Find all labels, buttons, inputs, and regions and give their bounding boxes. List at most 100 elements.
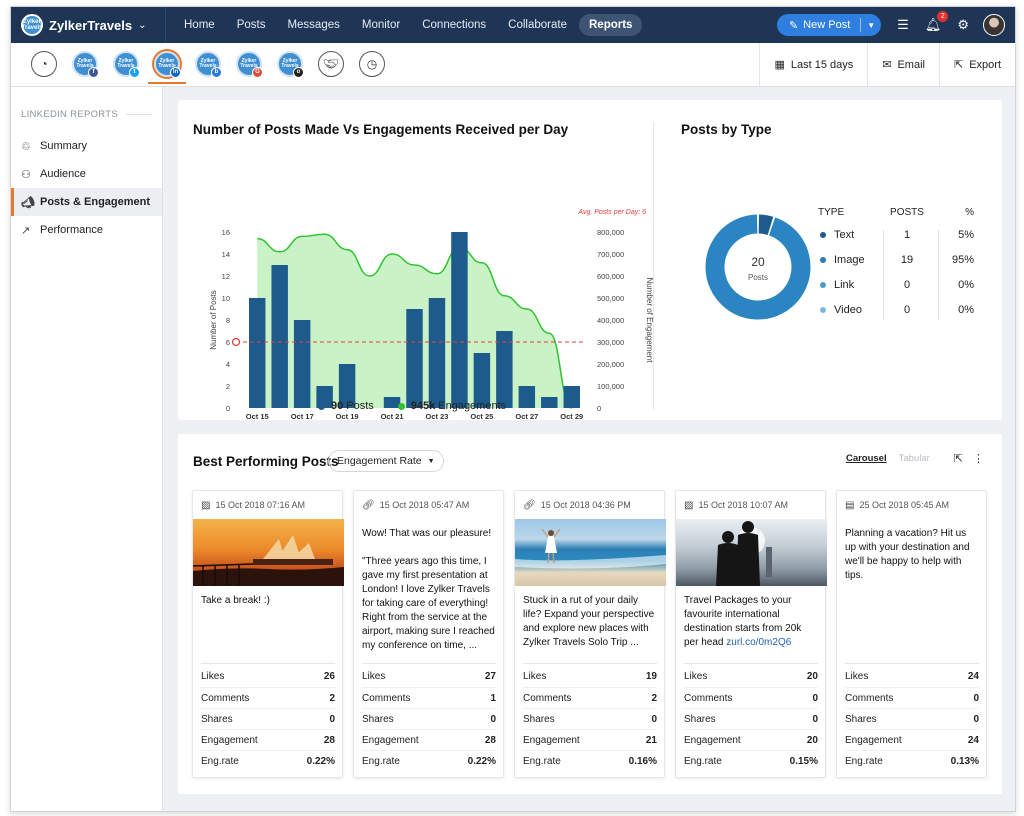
- handshake-icon[interactable]: 🤝︎: [318, 51, 344, 77]
- posts-by-type-table: TYPE POSTS % Text 1 5% Image 19 95% Link 0 0% Vid…: [818, 202, 974, 322]
- bar-posts-oct-24[interactable]: [451, 232, 468, 408]
- calendar-icon: ▦: [774, 59, 785, 71]
- nav-item-reports[interactable]: Reports: [579, 14, 643, 36]
- sidebar-item-summary[interactable]: ♲ Summary: [11, 132, 162, 160]
- bar-posts-oct-22[interactable]: [406, 309, 423, 408]
- open-external-icon[interactable]: ⇱: [953, 453, 963, 465]
- image-icon: ▨: [684, 499, 694, 511]
- post-card[interactable]: ▨ 15 Oct 2018 07:16 AM Take a break! :) Lik…: [192, 490, 344, 778]
- stat-label: Eng.rate: [201, 755, 239, 767]
- posts-engagement-card: Number of Posts Made Vs Engagements Rece…: [178, 100, 1002, 420]
- sort-dropdown[interactable]: Engagement Rate ▼: [328, 450, 444, 472]
- brand-switcher[interactable]: Zylker Travels ZylkerTravels ⌄: [11, 7, 166, 43]
- nav-item-messages[interactable]: Messages: [287, 19, 340, 31]
- bar-posts-oct-21[interactable]: [383, 397, 401, 408]
- profile-google-plus[interactable]: Zylker Travels G: [236, 51, 263, 78]
- menu-list-icon[interactable]: ☰: [897, 17, 909, 32]
- legend-engagements[interactable]: 945k Engagements: [397, 400, 506, 412]
- y2-tick-label: 500,000: [597, 294, 624, 303]
- post-link[interactable]: zurl.co/0m2Q6: [726, 637, 792, 648]
- profile-twitter[interactable]: Zylker Travels t: [113, 51, 140, 78]
- stat-row-likes: Likes 26: [201, 666, 335, 687]
- chevron-down-icon[interactable]: ▼: [867, 20, 876, 30]
- bar-posts-oct-29[interactable]: [563, 386, 580, 408]
- post-text: Take a break! :): [193, 586, 342, 608]
- facebook-icon: f: [88, 67, 99, 78]
- email-button[interactable]: ✉ Email: [867, 43, 939, 86]
- type-label: Video: [834, 303, 862, 316]
- image-icon: ▨: [201, 499, 211, 511]
- donut-slice-0[interactable]: [758, 214, 774, 236]
- profile-selector: ◔ Zylker Travels f Zylker Travels t Zylker Tr…: [31, 51, 400, 84]
- legend-dot: [820, 281, 826, 288]
- post-card[interactable]: 🔗︎ 15 Oct 2018 05:47 AM Wow! That was our …: [353, 490, 504, 778]
- stat-label: Engagement: [201, 734, 258, 746]
- bar-posts-oct-16[interactable]: [271, 265, 288, 408]
- view-tabular-button[interactable]: Tabular: [898, 453, 930, 464]
- bell-icon[interactable]: 🔔︎ 2: [925, 11, 949, 33]
- y2-tick-label: 800,000: [597, 228, 624, 237]
- nav-item-posts[interactable]: Posts: [236, 19, 266, 31]
- brand-logo: Zylker Travels: [240, 58, 258, 69]
- brand-logo: Zylker Travels: [281, 58, 299, 69]
- profile-instagram[interactable]: Zylker Travels o: [277, 51, 304, 78]
- stat-row-comments: Comments 2: [523, 687, 657, 708]
- stat-value: 0: [490, 713, 496, 725]
- post-card[interactable]: ▤ 25 Oct 2018 05:45 AM Planning a vacation…: [836, 490, 987, 778]
- stat-value: 28: [323, 734, 335, 746]
- new-post-label: New Post: [803, 19, 851, 31]
- bar-posts-oct-28[interactable]: [541, 397, 558, 408]
- sidebar-item-audience[interactable]: ⚇ Audience: [11, 160, 162, 188]
- nav-item-connections[interactable]: Connections: [422, 19, 487, 31]
- best-posts-card: Best Performing Posts Engagement Rate ▼ …: [178, 434, 1002, 794]
- new-post-button[interactable]: ✎ New Post ▼: [776, 14, 882, 36]
- nav-item-collaborate[interactable]: Collaborate: [508, 19, 567, 31]
- donut-slice-1[interactable]: [705, 214, 811, 320]
- speedometer-icon[interactable]: ◔: [31, 51, 57, 77]
- more-vertical-icon[interactable]: ⋮: [973, 453, 984, 465]
- engagement-line: [257, 233, 573, 409]
- bar-posts-oct-23[interactable]: [428, 298, 446, 408]
- avatar[interactable]: [983, 14, 1005, 36]
- bar-posts-oct-19[interactable]: [338, 364, 356, 408]
- bar-posts-oct-26[interactable]: [496, 331, 513, 408]
- post-card[interactable]: 🔗︎ 15 Oct 2018 04:36 PM Stuck in a rut of …: [514, 490, 666, 778]
- notification-badge: 2: [937, 11, 949, 22]
- nav-item-monitor[interactable]: Monitor: [361, 19, 401, 31]
- stat-label: Comments: [201, 692, 250, 704]
- brand-name: ZylkerTravels: [49, 17, 133, 33]
- brand-logo: Zylker Travels: [158, 58, 176, 69]
- report-toolbar: ◔ Zylker Travels f Zylker Travels t Zylker Tr…: [11, 43, 1015, 87]
- bar-posts-oct-15[interactable]: [249, 298, 266, 408]
- envelope-icon: ✉: [882, 59, 892, 71]
- post-card[interactable]: ▨ 15 Oct 2018 10:07 AM Travel Packages to …: [675, 490, 827, 778]
- profile-facebook[interactable]: Zylker Travels f: [72, 51, 99, 78]
- nav-menu: Home Posts Messages Monitor Connections Colla…: [174, 14, 644, 36]
- twitter-icon: t: [129, 67, 140, 78]
- stat-value: 19: [645, 671, 657, 682]
- bar-posts-oct-17[interactable]: [293, 320, 311, 408]
- posts-engagement-chart: Avg. Posts per Day: 6 0 2 4 6 8 10 12 14 16 0 100,0…: [209, 209, 653, 420]
- bar-posts-oct-27[interactable]: [518, 386, 536, 408]
- post-body: Travel Packages to your favourite intern…: [684, 595, 802, 648]
- nav-item-home[interactable]: Home: [184, 19, 215, 31]
- bar-posts-oct-25[interactable]: [473, 353, 491, 408]
- type-posts: 0: [903, 278, 911, 291]
- google-plus-icon: G: [252, 67, 263, 78]
- sort-label: Engagement Rate: [337, 455, 422, 467]
- date-range-button[interactable]: ▦ Last 15 days: [759, 43, 867, 86]
- profile-linkedin[interactable]: Zylker Travels in: [148, 51, 186, 84]
- type-pct: 0%: [958, 278, 974, 291]
- post-text: Travel Packages to your favourite intern…: [676, 586, 825, 650]
- y-tick-label: 6: [226, 338, 230, 347]
- legend-posts[interactable]: 90 Posts: [318, 400, 374, 412]
- clock-icon[interactable]: ◷: [359, 51, 385, 77]
- stat-label: Likes: [362, 671, 386, 682]
- export-button[interactable]: ⇱ Export: [938, 43, 1015, 86]
- stat-row-likes: Likes 24: [845, 666, 979, 687]
- sidebar-item-posts-engagement[interactable]: 📣︎ Posts & Engagement: [11, 188, 162, 216]
- gear-icon[interactable]: ⚙: [957, 17, 969, 32]
- sidebar-item-performance[interactable]: ↗ Performance: [11, 216, 162, 244]
- view-carousel-button[interactable]: Carousel: [845, 453, 887, 464]
- profile-instagram-business[interactable]: Zylker Travels b: [195, 51, 222, 78]
